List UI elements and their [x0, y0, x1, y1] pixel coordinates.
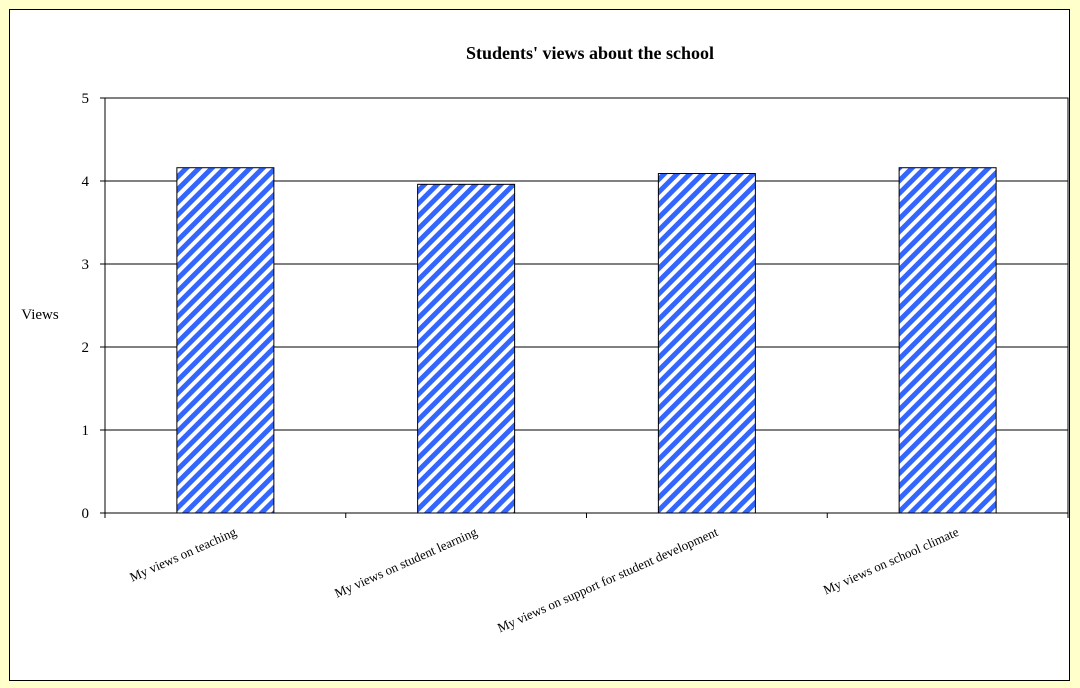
bar [898, 167, 997, 514]
x-tick-marks [104, 513, 1069, 518]
category-labels: My views on teaching My views on student … [127, 524, 961, 635]
category-label: My views on school climate [821, 524, 961, 597]
bar [176, 167, 275, 514]
bar-chart: Students' views about the school Views 0… [21, 43, 1069, 635]
y-tick-label: 3 [82, 257, 90, 273]
y-tick-label: 2 [82, 340, 90, 356]
category-label: My views on teaching [127, 524, 239, 585]
y-tick-label: 1 [82, 423, 90, 439]
y-tick-labels: 0 1 2 3 4 5 [82, 91, 105, 522]
chart-title: Students' views about the school [466, 43, 714, 63]
category-label: My views on support for student developm… [495, 524, 720, 635]
bar [657, 173, 756, 514]
y-axis-label: Views [21, 307, 59, 323]
y-tick-label: 5 [82, 91, 90, 107]
y-tick-label: 4 [82, 174, 90, 190]
bars [176, 167, 997, 514]
bar [417, 183, 516, 514]
category-label: My views on student learning [332, 524, 480, 601]
chart-area: Students' views about the school Views 0… [9, 9, 1070, 681]
y-tick-label: 0 [82, 506, 90, 522]
